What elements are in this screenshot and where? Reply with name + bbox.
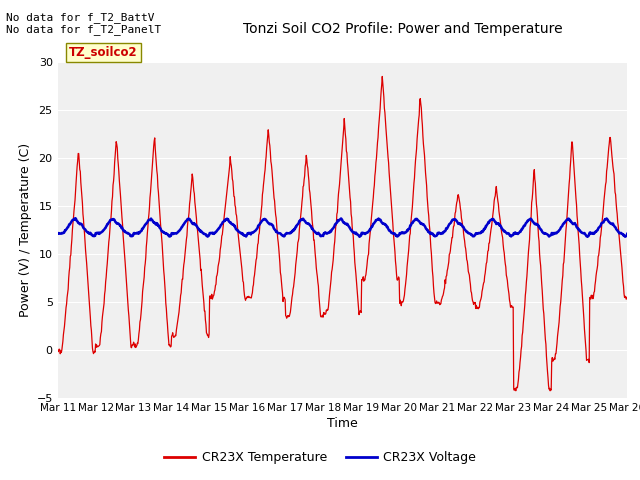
Text: No data for f_T2_BattV: No data for f_T2_BattV [6, 12, 155, 23]
X-axis label: Time: Time [327, 418, 358, 431]
Legend: CR23X Temperature, CR23X Voltage: CR23X Temperature, CR23X Voltage [159, 446, 481, 469]
Text: Tonzi Soil CO2 Profile: Power and Temperature: Tonzi Soil CO2 Profile: Power and Temper… [243, 22, 563, 36]
Y-axis label: Power (V) / Temperature (C): Power (V) / Temperature (C) [19, 144, 32, 317]
Text: TZ_soilco2: TZ_soilco2 [69, 46, 138, 59]
Text: No data for f_T2_PanelT: No data for f_T2_PanelT [6, 24, 162, 35]
